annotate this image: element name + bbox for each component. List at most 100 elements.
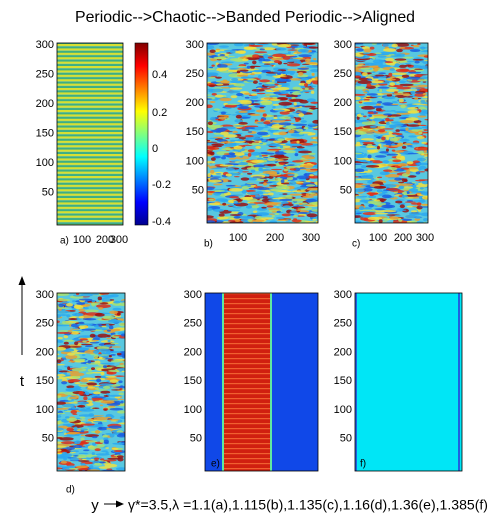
heatmap-patch xyxy=(368,203,374,208)
heatmap-patch xyxy=(57,467,63,470)
heatmap-patch xyxy=(358,77,370,81)
heatmap-patch xyxy=(270,188,283,192)
heatmap-patch xyxy=(304,87,309,91)
heatmap-patch xyxy=(101,450,109,453)
heatmap-patch xyxy=(304,173,308,176)
heatmap-patch xyxy=(210,157,216,161)
heatmap-patch xyxy=(276,210,281,213)
heatmap-patch xyxy=(248,46,258,50)
heatmap-patch xyxy=(240,76,249,79)
heatmap-patch xyxy=(309,132,316,136)
heatmap-patch xyxy=(249,43,255,45)
heatmap-patch xyxy=(369,74,377,76)
heatmap-patch xyxy=(305,62,318,65)
heatmap-patch xyxy=(291,190,307,193)
heatmap-patch xyxy=(211,92,217,96)
heatmap-patch xyxy=(410,146,414,148)
heatmap-patch xyxy=(355,71,362,76)
heatmap-patch xyxy=(252,54,260,58)
heatmap-patch xyxy=(357,80,372,85)
heatmap-patch xyxy=(215,198,228,202)
heatmap-patch xyxy=(407,71,422,74)
heatmap-patch xyxy=(78,325,89,329)
heatmap-patch xyxy=(424,118,428,121)
heatmap-patch xyxy=(307,152,316,155)
heatmap-patch xyxy=(369,160,381,162)
heatmap-patch xyxy=(357,63,366,66)
heatmap-patch xyxy=(275,47,287,51)
heatmap-patch xyxy=(208,137,219,139)
heatmap-patch xyxy=(402,218,413,221)
heatmap-panel: 50 100 150 200 250 300 d) xyxy=(36,289,126,496)
heatmap-patch xyxy=(377,129,386,133)
heatmap-patch xyxy=(381,93,393,95)
heatmap-patch xyxy=(399,83,414,87)
heatmap-patch xyxy=(105,416,112,418)
heatmap-patch xyxy=(407,107,418,110)
heatmap-patch xyxy=(422,60,428,64)
heatmap-patch xyxy=(406,161,414,165)
heatmap-patch xyxy=(405,96,414,98)
heatmap-patch xyxy=(86,381,95,383)
heatmap-patch xyxy=(374,212,389,215)
heatmap-patch xyxy=(110,359,122,363)
heatmap-patch xyxy=(300,117,305,120)
heatmap-patch xyxy=(417,122,421,126)
heatmap-patch xyxy=(267,207,281,211)
heatmap-patch xyxy=(94,430,101,434)
heatmap-patch xyxy=(220,86,232,89)
heatmap-patch xyxy=(250,166,254,168)
panel-label: e) xyxy=(211,459,220,470)
heatmap-patch xyxy=(409,188,419,193)
heatmap-patch xyxy=(57,436,64,439)
y-tick-label: 200 xyxy=(36,98,54,110)
heatmap-panel: 50 100 150 200 250 300 e) xyxy=(184,289,319,472)
heatmap-patch xyxy=(114,375,125,378)
heatmap-patch xyxy=(94,387,99,390)
heatmap-patch xyxy=(420,109,428,113)
heatmap-patch xyxy=(248,137,262,140)
heatmap-patch xyxy=(418,179,428,181)
heatmap-patch xyxy=(259,48,265,51)
heatmap-patch xyxy=(207,98,213,100)
heatmap-patch xyxy=(272,105,276,109)
heatmap-patch xyxy=(76,347,90,351)
band-edge xyxy=(270,293,272,471)
heatmap-patch xyxy=(276,72,282,76)
heatmap-patch xyxy=(109,433,115,438)
heatmap-patch xyxy=(263,83,278,87)
heatmap-patch xyxy=(363,115,367,118)
heatmap-patch xyxy=(258,58,263,62)
heatmap-patch xyxy=(415,162,428,166)
heatmap-patch xyxy=(237,50,246,55)
heatmap-patch xyxy=(309,141,318,144)
heatmap-patch xyxy=(68,447,75,450)
heatmap-patch xyxy=(230,95,238,99)
heatmap-patch xyxy=(385,117,390,122)
heatmap-patch xyxy=(251,126,264,131)
heatmap-patch xyxy=(70,410,78,414)
heatmap-patch xyxy=(287,49,298,51)
vertical-axis-label: t xyxy=(20,373,25,390)
heatmap-patch xyxy=(58,330,71,332)
heatmap-patch xyxy=(382,43,389,47)
heatmap-patch xyxy=(85,440,98,443)
heatmap-patch xyxy=(403,89,418,91)
heatmap-patch xyxy=(394,110,409,114)
heatmap-patch xyxy=(421,195,428,200)
heatmap-patch xyxy=(236,70,241,74)
heatmap-patch xyxy=(419,47,428,49)
heatmap-patch xyxy=(391,72,407,76)
heatmap-patch xyxy=(395,133,403,136)
heatmap-patch xyxy=(368,174,374,179)
heatmap-patch xyxy=(375,79,379,81)
heatmap-patch xyxy=(422,93,427,96)
heatmap-patch xyxy=(381,204,396,209)
heatmap-patch xyxy=(108,405,116,408)
heatmap-patch xyxy=(82,340,87,343)
heatmap-patch xyxy=(389,124,397,129)
heatmap-patch xyxy=(220,131,229,136)
heatmap-patch xyxy=(107,339,111,343)
heatmap-patch xyxy=(69,372,85,377)
